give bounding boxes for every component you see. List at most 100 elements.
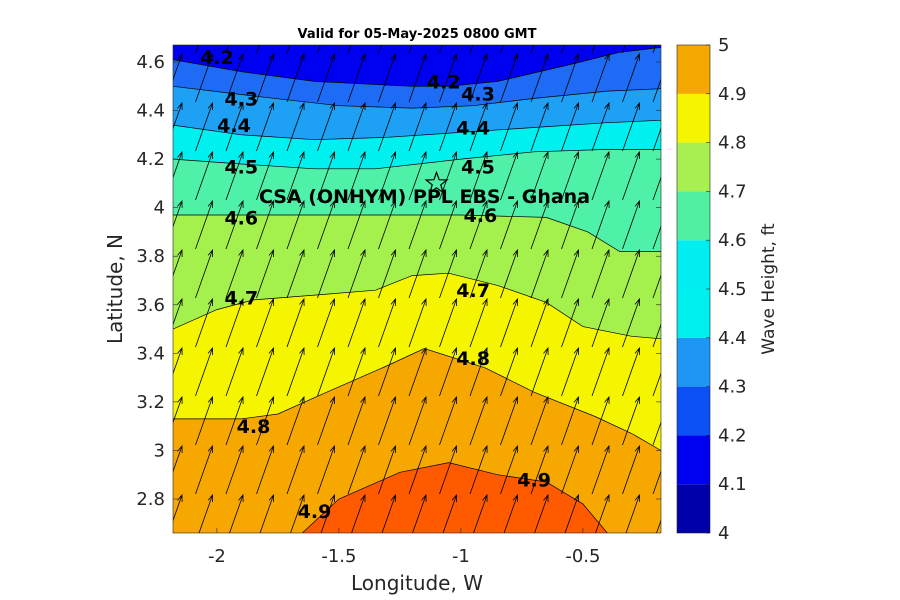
- wind-arrow: [439, 444, 457, 495]
- wind-arrow: [622, 150, 640, 201]
- wind-arrow: [347, 395, 366, 446]
- wind-arrow: [530, 248, 549, 299]
- wind-arrow: [256, 395, 274, 446]
- wind-arrow: [256, 101, 274, 152]
- wind-arrow: [500, 52, 518, 103]
- wind-arrow: [286, 150, 305, 201]
- y-tick-label: 2.8: [136, 489, 165, 510]
- wind-arrow: [317, 150, 335, 201]
- wind-arrow: [347, 248, 366, 299]
- wind-arrow: [591, 199, 610, 250]
- wind-arrow: [173, 395, 183, 424]
- wind-arrow: [286, 199, 305, 250]
- wind-arrow: [198, 493, 213, 533]
- wind-arrow: [347, 297, 366, 348]
- wind-arrow: [530, 395, 549, 446]
- wind-arrow: [652, 421, 661, 446]
- wind-arrow: [500, 248, 518, 299]
- colorbar-band: [677, 45, 710, 94]
- y-tick-label: 4: [154, 198, 165, 219]
- wind-arrow: [378, 346, 396, 397]
- wind-arrow: [412, 493, 427, 533]
- wind-arrow: [500, 395, 518, 446]
- wind-arrow: [652, 470, 661, 495]
- wind-arrow: [173, 199, 183, 228]
- contour-line-4.6: [173, 214, 661, 252]
- wind-arrow: [530, 101, 549, 152]
- wind-arrow: [652, 274, 661, 299]
- wind-arrow: [286, 52, 305, 103]
- wind-arrow: [534, 493, 549, 533]
- wind-arrow: [442, 493, 457, 533]
- wind-arrow: [408, 248, 427, 299]
- wind-arrow: [561, 150, 579, 201]
- wind-arrow: [408, 297, 427, 348]
- x-tick-label: -2: [208, 546, 226, 567]
- wind-arrows: [173, 45, 661, 533]
- wind-arrow: [347, 444, 366, 495]
- contour-label: 4.3: [461, 84, 495, 106]
- wind-arrow: [378, 248, 396, 299]
- contour-labels: 4.24.34.44.54.64.74.84.94.24.34.44.54.64…: [200, 47, 551, 523]
- wind-arrow: [173, 493, 183, 522]
- y-axis-label: Latitude, N: [103, 234, 127, 344]
- contour-bands: [173, 45, 661, 533]
- wind-arrow: [500, 199, 518, 250]
- wind-arrow: [622, 346, 640, 397]
- wind-arrow: [652, 127, 661, 152]
- wind-arrow: [347, 52, 366, 103]
- colorbar-band: [677, 386, 710, 436]
- wind-arrow: [225, 150, 244, 201]
- wind-arrow: [591, 346, 610, 397]
- wind-arrow: [225, 248, 244, 299]
- wind-arrow: [408, 199, 427, 250]
- wind-arrow: [286, 248, 305, 299]
- wind-arrow: [503, 493, 518, 533]
- wind-arrow: [225, 395, 244, 446]
- colorbar-band: [677, 289, 710, 338]
- wind-arrow: [317, 395, 335, 446]
- wind-arrow: [500, 346, 518, 397]
- colorbar-band: [677, 484, 710, 533]
- wind-arrow: [286, 444, 305, 495]
- wind-arrow: [591, 150, 610, 201]
- colorbar-tick-label: 4.2: [718, 425, 747, 446]
- wind-arrow: [652, 372, 661, 397]
- wind-arrow: [500, 444, 518, 495]
- wind-arrow: [195, 150, 213, 201]
- colorbar-ticks: 4 4.1 4.2 4.3 4.4 4.5 4.6 4.7 4.8 4.9 5: [706, 35, 747, 544]
- wind-arrow: [500, 150, 518, 201]
- wind-arrow: [469, 101, 488, 152]
- wind-arrow: [469, 346, 488, 397]
- chart-title: Valid for 05-May-2025 0800 GMT: [298, 27, 537, 42]
- colorbar-tick-label: 4.6: [718, 230, 747, 251]
- wind-arrow: [469, 52, 488, 103]
- wind-arrow: [469, 248, 488, 299]
- wind-arrow: [195, 346, 213, 397]
- wind-arrow: [378, 101, 396, 152]
- wind-arrow: [225, 52, 244, 103]
- wind-arrow: [439, 346, 457, 397]
- wind-arrow: [225, 297, 244, 348]
- contour-label: 4.6: [224, 207, 258, 229]
- wind-arrow: [173, 444, 183, 473]
- site-label: CSA (ONHYM) PPL EBS - Ghana: [259, 186, 590, 208]
- wind-arrow: [500, 101, 518, 152]
- x-tick-label: -1.5: [321, 546, 356, 567]
- colorbar-band: [677, 240, 710, 289]
- wind-arrow: [622, 444, 640, 495]
- wind-arrow: [195, 101, 213, 152]
- wind-arrow: [195, 248, 213, 299]
- wind-arrow: [439, 199, 457, 250]
- wind-arrow: [408, 101, 427, 152]
- colorbar-tick-label: 4.8: [718, 133, 747, 154]
- wind-arrow: [408, 150, 427, 201]
- plot-frame: [172, 44, 662, 534]
- wind-arrow: [500, 297, 518, 348]
- wind-arrow: [564, 493, 579, 533]
- wind-arrow: [317, 444, 335, 495]
- wind-arrow: [378, 444, 396, 495]
- contour-label: 4.2: [200, 47, 234, 69]
- wind-arrow: [286, 395, 305, 446]
